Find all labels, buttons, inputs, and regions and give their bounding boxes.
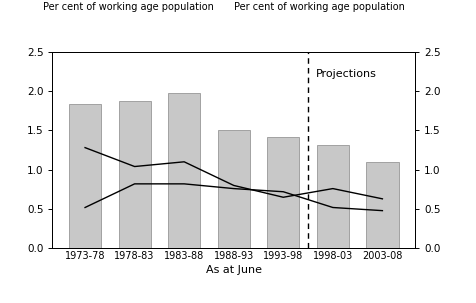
Bar	[69, 104, 101, 248]
X-axis label: As at June: As at June	[205, 265, 261, 275]
Bar	[316, 145, 348, 248]
Bar	[217, 129, 249, 248]
Bar	[267, 137, 299, 248]
Text: Per cent of working age population: Per cent of working age population	[43, 2, 213, 12]
Text: Per cent of working age population: Per cent of working age population	[233, 2, 404, 12]
Text: Projections: Projections	[315, 69, 376, 79]
Bar	[118, 101, 150, 248]
Bar	[168, 93, 200, 248]
Bar	[366, 162, 397, 248]
